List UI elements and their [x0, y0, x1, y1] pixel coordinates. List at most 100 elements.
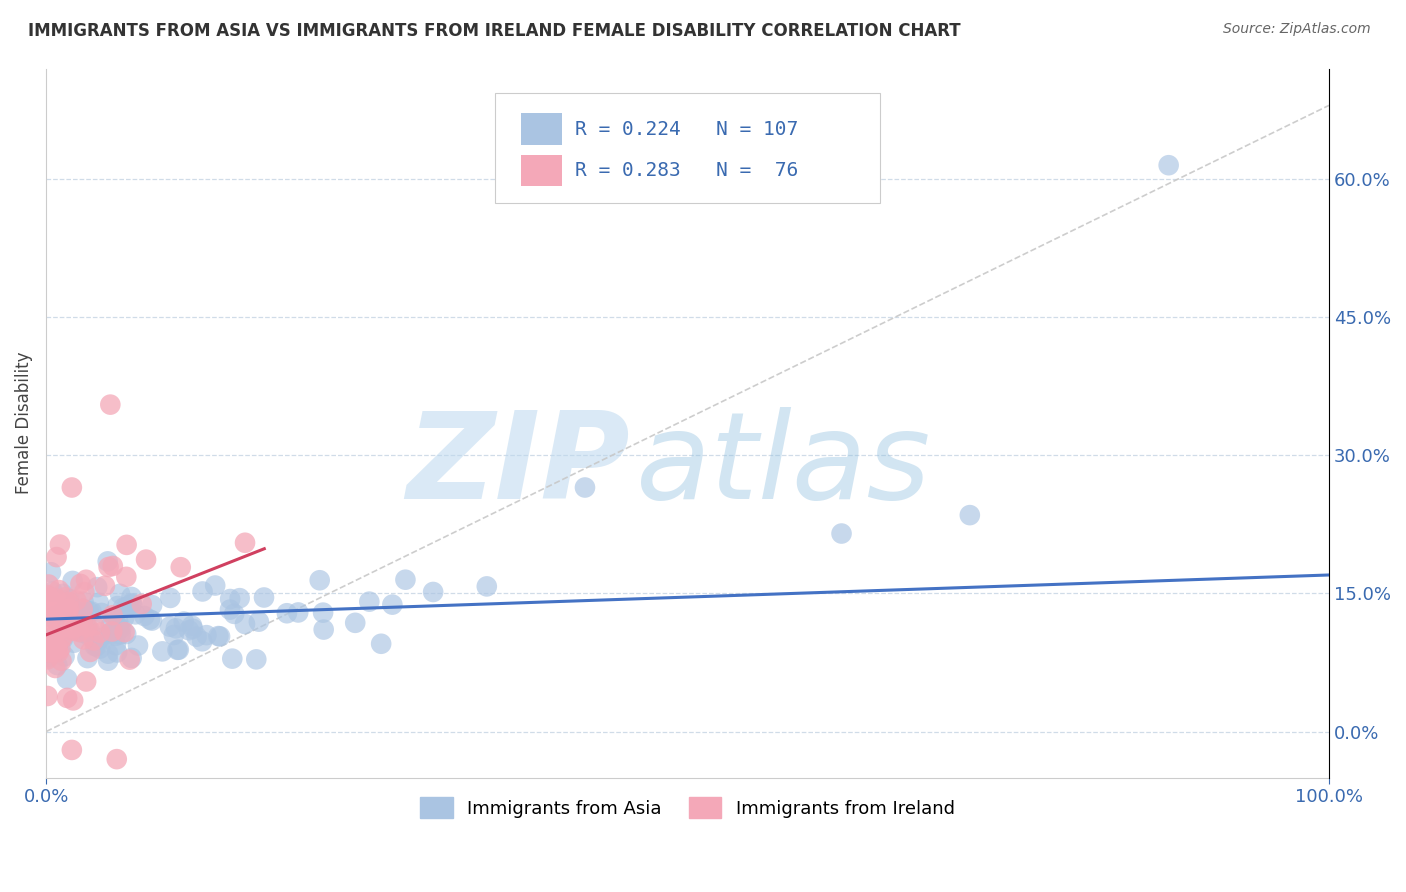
- Point: [98, 398, 121, 412]
- Point: [83, 639, 105, 653]
- Point: [107, 599, 129, 613]
- Point: [38, 650, 60, 665]
- Point: [62, 693, 84, 707]
- Point: [51, 654, 73, 668]
- Point: [111, 601, 134, 615]
- Point: [312, 623, 335, 637]
- Point: [49, 620, 72, 634]
- Point: [115, 538, 138, 552]
- Point: [72, 602, 94, 616]
- Point: [131, 597, 153, 611]
- Point: [48, 645, 70, 659]
- Point: [53, 649, 76, 664]
- Point: [159, 620, 181, 634]
- Point: [110, 627, 132, 641]
- Point: [166, 643, 188, 657]
- Point: [159, 591, 181, 605]
- Point: [104, 609, 127, 624]
- Point: [101, 608, 124, 623]
- Point: [344, 615, 367, 630]
- Point: [41, 605, 63, 619]
- Point: [60, 481, 83, 495]
- Point: [831, 526, 853, 541]
- Point: [49, 632, 72, 647]
- Point: [37, 645, 59, 659]
- Point: [55, 604, 77, 618]
- Point: [37, 633, 59, 648]
- Point: [574, 481, 596, 495]
- Point: [45, 639, 67, 653]
- Point: [97, 654, 120, 668]
- Point: [141, 598, 163, 612]
- Point: [186, 630, 208, 644]
- Point: [58, 591, 80, 606]
- Point: [69, 577, 91, 591]
- Point: [475, 579, 498, 593]
- Point: [89, 641, 111, 656]
- Point: [72, 602, 94, 616]
- Point: [86, 580, 108, 594]
- Point: [44, 627, 66, 641]
- Point: [177, 624, 200, 638]
- Point: [41, 584, 63, 599]
- Point: [181, 618, 204, 632]
- Point: [60, 624, 83, 638]
- Point: [72, 625, 94, 640]
- Point: [191, 634, 214, 648]
- Point: [83, 633, 105, 648]
- Point: [253, 591, 276, 605]
- Point: [39, 637, 62, 651]
- Point: [1157, 158, 1180, 172]
- Point: [204, 578, 226, 592]
- Point: [247, 615, 270, 629]
- Point: [77, 629, 100, 643]
- Point: [37, 605, 59, 619]
- Point: [58, 595, 80, 609]
- Point: [49, 538, 72, 552]
- Point: [79, 645, 101, 659]
- Point: [37, 645, 59, 659]
- Point: [112, 611, 135, 625]
- Point: [105, 752, 128, 766]
- Text: ZIP: ZIP: [406, 407, 630, 524]
- Point: [135, 552, 157, 566]
- Point: [233, 617, 256, 632]
- Point: [422, 585, 444, 599]
- Point: [100, 619, 122, 633]
- Point: [308, 574, 330, 588]
- Point: [44, 661, 66, 675]
- Point: [66, 605, 89, 619]
- Point: [170, 560, 193, 574]
- Point: [45, 591, 67, 606]
- Point: [115, 600, 138, 615]
- Point: [60, 743, 83, 757]
- Point: [381, 598, 404, 612]
- Point: [94, 579, 117, 593]
- Point: [150, 644, 173, 658]
- Point: [42, 595, 65, 609]
- Point: [245, 652, 267, 666]
- Legend: Immigrants from Asia, Immigrants from Ireland: Immigrants from Asia, Immigrants from Ir…: [413, 790, 962, 825]
- Point: [97, 554, 120, 568]
- FancyBboxPatch shape: [495, 94, 880, 203]
- Point: [124, 607, 146, 622]
- Text: R = 0.224   N = 107: R = 0.224 N = 107: [575, 120, 799, 138]
- Point: [207, 629, 229, 643]
- Point: [115, 570, 138, 584]
- FancyBboxPatch shape: [520, 154, 562, 186]
- Point: [141, 614, 163, 628]
- Point: [105, 645, 128, 659]
- Point: [39, 566, 62, 580]
- Point: [121, 651, 143, 665]
- Point: [134, 609, 156, 624]
- Point: [118, 653, 141, 667]
- Point: [77, 605, 100, 619]
- Point: [49, 641, 72, 656]
- Point: [65, 620, 87, 634]
- Point: [224, 607, 246, 621]
- Point: [72, 618, 94, 632]
- Point: [38, 591, 60, 605]
- Point: [287, 606, 309, 620]
- Point: [191, 584, 214, 599]
- Point: [44, 646, 66, 660]
